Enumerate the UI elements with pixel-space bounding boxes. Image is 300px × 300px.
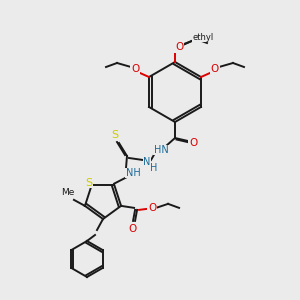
Text: S: S	[85, 178, 92, 188]
Text: O: O	[128, 224, 136, 234]
Text: HN: HN	[154, 145, 168, 155]
Text: O: O	[211, 64, 219, 74]
Text: NH: NH	[126, 168, 140, 178]
Text: O: O	[148, 203, 156, 213]
Text: O: O	[189, 138, 197, 148]
Text: O: O	[175, 42, 183, 52]
Text: O: O	[131, 64, 139, 74]
Text: H: H	[150, 163, 158, 173]
Text: ethyl: ethyl	[192, 32, 214, 41]
Text: N: N	[143, 157, 151, 167]
Text: S: S	[111, 130, 118, 140]
Text: Me: Me	[61, 188, 75, 197]
